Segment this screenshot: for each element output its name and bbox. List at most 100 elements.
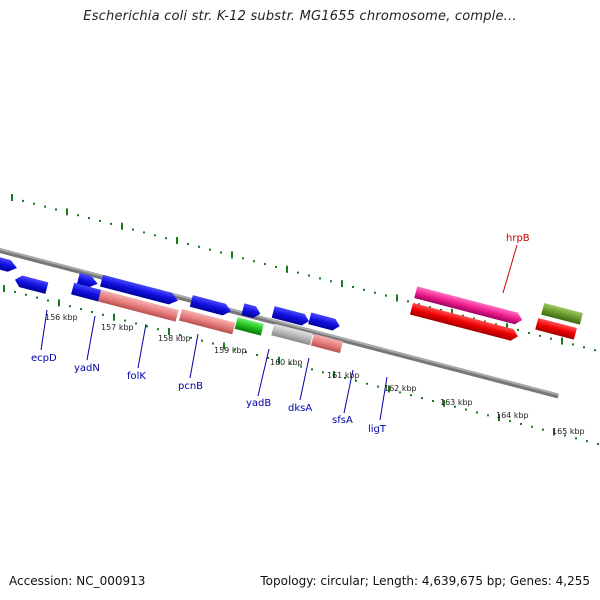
gene-label-pcnB[interactable]: pcnB — [178, 381, 203, 392]
minor-tick — [429, 306, 431, 309]
gene-arrow[interactable] — [241, 303, 261, 319]
major-tick — [396, 294, 398, 302]
minor-tick — [308, 274, 310, 277]
scale-labels: 156 kbp 157 kbp 158 kbp 159 kbp 160 kbp 161 k… — [45, 313, 585, 436]
gene-label-folK[interactable]: folK — [127, 371, 146, 382]
gene-label-sfsA[interactable]: sfsA — [332, 415, 353, 426]
minor-tick — [201, 339, 203, 342]
minor-tick — [187, 242, 189, 245]
gene-block[interactable] — [541, 302, 583, 325]
scale-label: 160 kbp — [270, 358, 303, 367]
major-tick — [388, 385, 390, 393]
minor-tick — [69, 305, 71, 308]
accession-text: Accession: NC_000913 — [9, 574, 146, 588]
gene-leader-line — [137, 323, 147, 369]
gene-block[interactable] — [71, 282, 102, 302]
gene-leader-line — [189, 333, 199, 379]
gene-arrow[interactable] — [0, 250, 19, 274]
gene-leader-line — [502, 244, 518, 294]
minor-tick — [484, 320, 486, 323]
major-tick — [278, 356, 280, 364]
minor-tick — [14, 290, 16, 293]
minor-tick — [242, 257, 244, 260]
scale-label: 157 kbp — [101, 323, 134, 332]
minor-tick — [22, 199, 24, 202]
scale-label: 163 kbp — [440, 398, 473, 407]
gene-arrow[interactable] — [409, 302, 519, 342]
gene-block[interactable] — [535, 317, 577, 340]
minor-tick — [330, 280, 332, 283]
gene-label-yadN[interactable]: yadN — [74, 363, 100, 374]
major-tick — [286, 265, 288, 273]
gene-block[interactable] — [98, 289, 179, 322]
gene-block[interactable] — [178, 308, 236, 335]
major-tick — [66, 208, 68, 216]
minor-tick — [47, 299, 49, 302]
gene-arrow[interactable] — [271, 306, 311, 327]
major-tick — [11, 194, 13, 201]
gene-label-dksA[interactable]: dksA — [288, 403, 312, 414]
major-tick — [58, 299, 60, 307]
gene-leader-line — [299, 357, 310, 401]
scale-label: 164 kbp — [496, 411, 529, 420]
minor-tick — [157, 328, 159, 331]
minor-tick — [212, 342, 214, 345]
gene-block[interactable] — [234, 317, 264, 336]
minor-tick — [135, 322, 137, 325]
map-title: Escherichia coli str. K-12 substr. MG165… — [83, 9, 517, 24]
minor-tick — [520, 422, 522, 425]
minor-tick — [410, 394, 412, 397]
major-tick — [553, 428, 555, 436]
minor-tick — [198, 245, 200, 248]
minor-tick — [124, 319, 126, 322]
major-tick — [341, 280, 343, 288]
minor-tick — [374, 291, 376, 294]
minor-tick — [234, 348, 236, 351]
minor-tick — [132, 228, 134, 231]
minor-tick — [209, 248, 211, 251]
minor-tick — [267, 356, 269, 359]
minor-tick — [550, 337, 552, 340]
minor-tick — [322, 371, 324, 374]
minor-tick — [432, 399, 434, 402]
gene-label-ecpD[interactable]: ecpD — [31, 353, 57, 364]
minor-tick — [179, 333, 181, 336]
gene-arrow[interactable] — [308, 312, 341, 332]
minor-tick — [594, 349, 596, 352]
major-tick — [451, 308, 453, 316]
minor-tick — [418, 303, 420, 306]
minor-tick — [542, 428, 544, 431]
scale-label: 161 kbp — [327, 371, 360, 380]
gene-arrow[interactable] — [13, 274, 49, 294]
gene-arrow[interactable] — [100, 274, 179, 307]
gene-label-yadB[interactable]: yadB — [246, 398, 271, 409]
forward-strand — [0, 250, 583, 332]
major-tick — [121, 222, 123, 230]
gene-arrow-hrpB[interactable] — [414, 286, 523, 325]
minor-tick — [55, 208, 57, 211]
major-tick — [176, 237, 178, 245]
gene-block[interactable] — [310, 333, 343, 354]
minor-tick — [264, 263, 266, 266]
gene-label-hrpB[interactable]: hrpB — [506, 233, 530, 244]
major-tick — [333, 371, 335, 379]
gene-arrow[interactable] — [76, 272, 99, 290]
minor-tick — [377, 385, 379, 388]
minor-tick — [256, 354, 258, 357]
major-tick — [506, 323, 508, 331]
minor-tick — [462, 314, 464, 317]
minor-tick — [36, 296, 38, 299]
gene-label-ligT[interactable]: ligT — [368, 424, 387, 435]
minor-tick — [344, 377, 346, 380]
minor-tick — [517, 329, 519, 332]
gene-arrow[interactable] — [189, 295, 233, 317]
gene-block[interactable] — [271, 323, 313, 346]
gene-leader-line — [86, 315, 96, 361]
minor-tick — [253, 260, 255, 263]
minor-tick — [80, 308, 82, 311]
minor-tick — [528, 331, 530, 334]
topology-text: Topology: circular; Length: 4,639,675 bp… — [260, 574, 590, 588]
minor-tick — [300, 365, 302, 368]
minor-tick — [583, 346, 585, 349]
